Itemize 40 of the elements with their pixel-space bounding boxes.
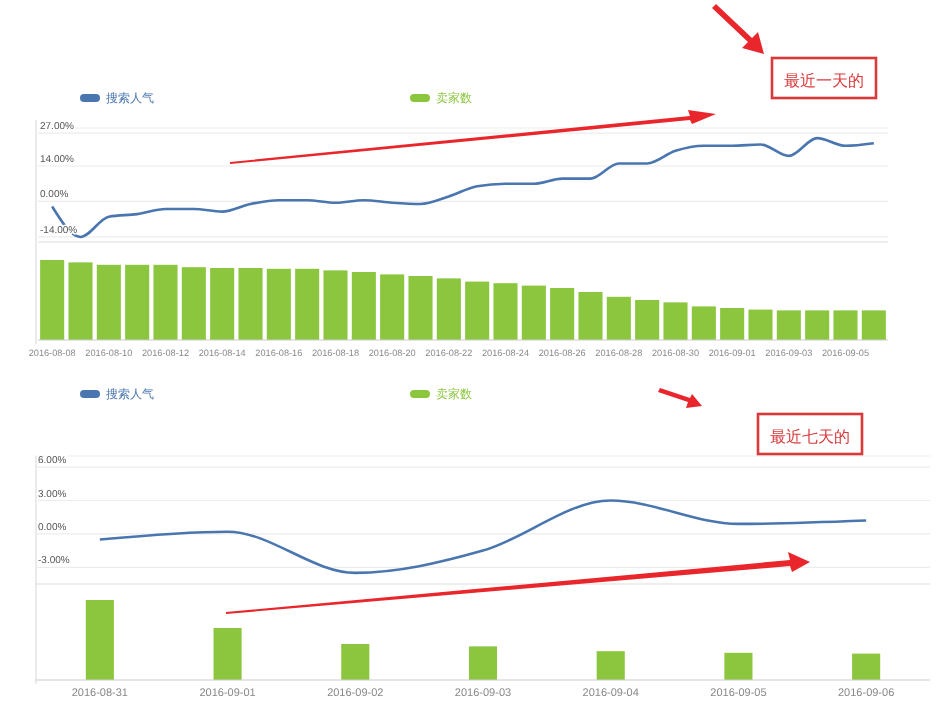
- bar: [468, 646, 498, 680]
- bar: [295, 268, 320, 340]
- bar: [663, 302, 688, 340]
- bar: [323, 270, 348, 340]
- bar: [181, 267, 206, 340]
- text: 最近一天的: [784, 72, 864, 90]
- bar: [408, 276, 433, 340]
- bar: [521, 285, 546, 340]
- bar: [96, 264, 121, 340]
- bar: [493, 283, 518, 340]
- bar: [125, 264, 150, 340]
- bar: [40, 260, 65, 340]
- bar: [852, 653, 881, 680]
- bar: [153, 264, 178, 340]
- bar: [465, 281, 490, 340]
- bar: [720, 308, 745, 340]
- bar: [341, 644, 370, 680]
- bar: [606, 296, 631, 340]
- bar: [833, 310, 858, 340]
- bar: [266, 268, 291, 340]
- bar: [724, 652, 753, 680]
- bar: [380, 274, 405, 340]
- bar: [776, 310, 801, 340]
- bar: [210, 268, 235, 340]
- bar: [436, 278, 461, 340]
- bar: [238, 268, 263, 340]
- bar: [578, 292, 603, 340]
- bar: [691, 306, 716, 340]
- bar: [596, 651, 625, 680]
- bar: [550, 288, 575, 340]
- bar: [748, 309, 773, 340]
- bar: [351, 272, 376, 340]
- text: 最近七天的: [770, 428, 850, 446]
- bar: [635, 300, 660, 340]
- bar: [805, 310, 830, 340]
- bar: [85, 600, 114, 680]
- bar: [68, 262, 93, 340]
- bar: [861, 310, 886, 340]
- bar: [213, 628, 242, 680]
- line-series: [98, 499, 868, 575]
